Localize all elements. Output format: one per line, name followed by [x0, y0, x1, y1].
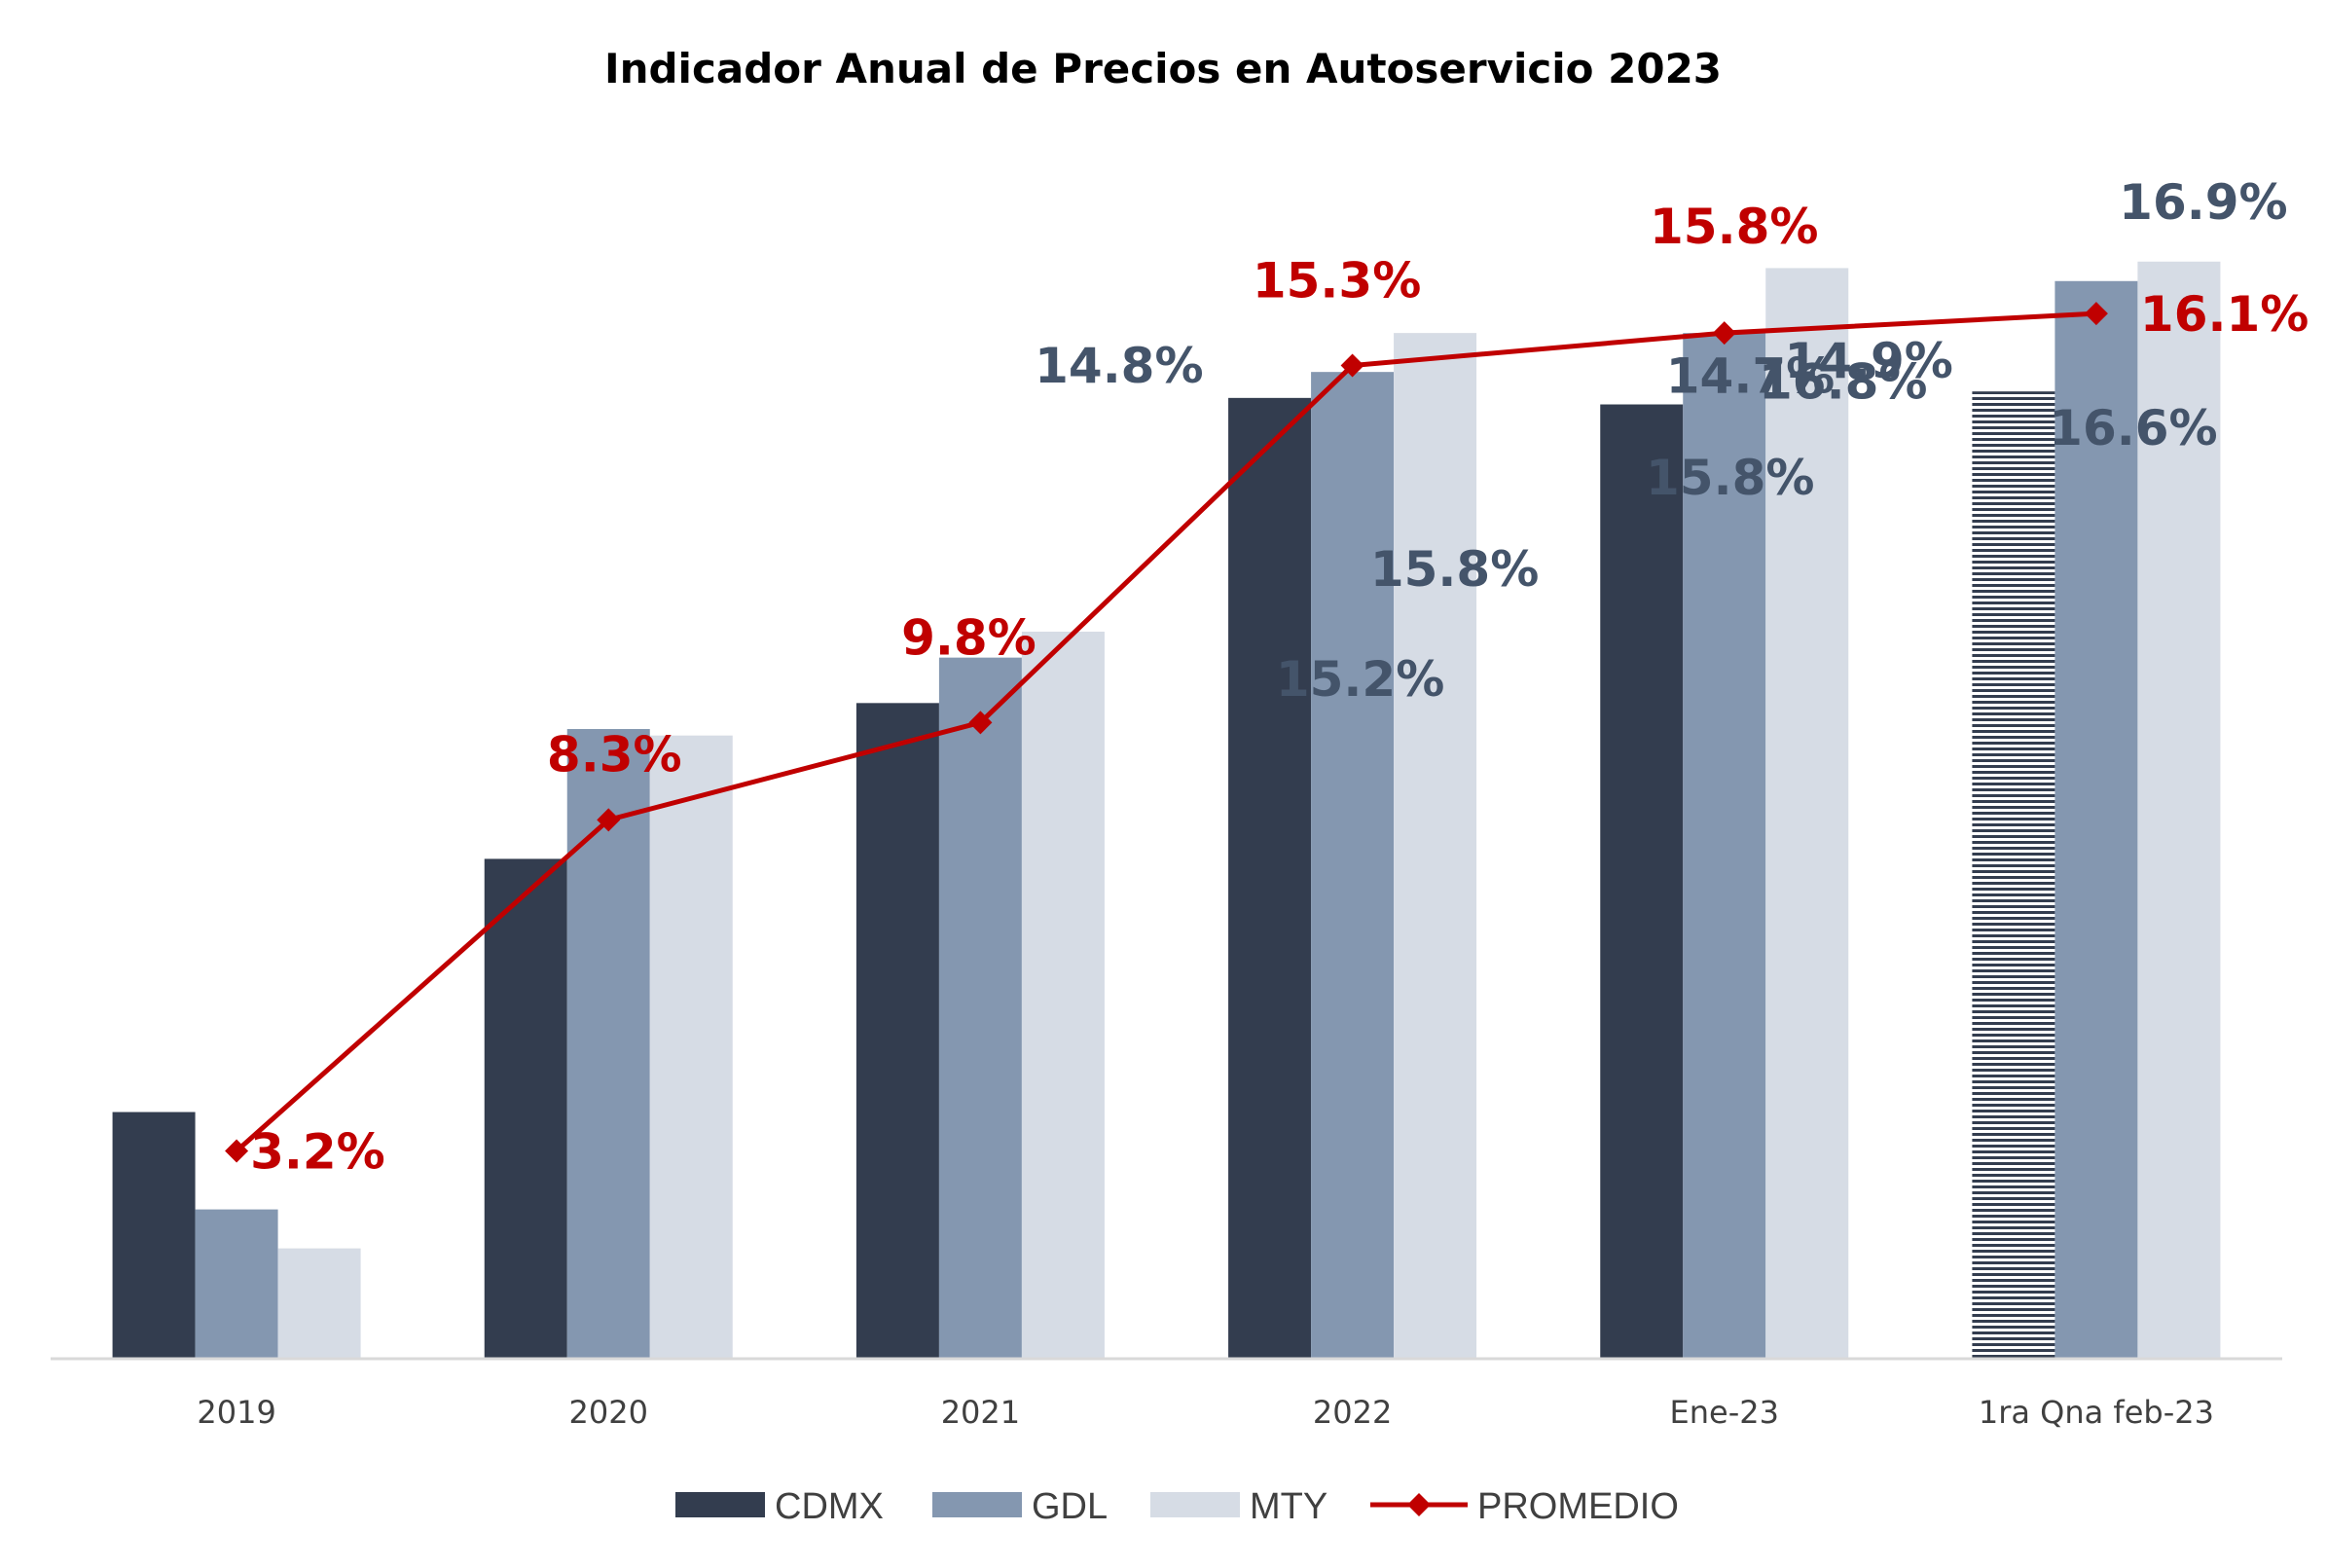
line-layer: [225, 302, 2108, 1163]
bar-mty-2022: [1394, 333, 1477, 1359]
bar-cdmx-2022: [1228, 397, 1312, 1360]
x-tick-2019: 2019: [197, 1394, 275, 1431]
legend-item-promedio: PROMEDIO: [1370, 1486, 1679, 1527]
bar-cdmx-2021: [855, 703, 939, 1359]
marker-promedio-2020: [597, 808, 621, 832]
bar-cdmx-2019: [112, 1112, 196, 1359]
bar-gdl-2022: [1311, 372, 1395, 1359]
bar-gdl-2021: [938, 657, 1022, 1359]
bar-cdmx-1ra-qna-feb-23: [1972, 391, 2055, 1359]
label-mty-2022: 15.8%: [1370, 541, 1539, 598]
label-cdmx-1ra-qna-feb-23: 14.9%: [1784, 333, 1952, 389]
bar-gdl-ene-23: [1683, 333, 1766, 1359]
bar-gdl-2019: [195, 1209, 278, 1359]
marker-promedio-2022: [1340, 353, 1364, 378]
x-tick-1ra-qna-feb-23: 1ra Qna feb-23: [1979, 1394, 2214, 1431]
legend-swatch-cdmx: [675, 1492, 765, 1517]
label-gdl-1ra-qna-feb-23: 16.6%: [2049, 400, 2217, 456]
legend-item-cdmx: CDMX: [675, 1486, 884, 1527]
marker-promedio-ene-23: [1712, 321, 1736, 346]
chart-title: Indicador Anual de Precios en Autoservic…: [604, 45, 1722, 92]
legend-item-gdl: GDL: [932, 1486, 1108, 1527]
legend-swatch-mty: [1150, 1492, 1240, 1517]
legend-marker-promedio: [1407, 1493, 1431, 1516]
label-mty-1ra-qna-feb-23: 16.9%: [2119, 174, 2287, 231]
legend-swatch-gdl: [932, 1492, 1022, 1517]
legend-label-promedio: PROMEDIO: [1477, 1486, 1679, 1527]
x-tick-2021: 2021: [941, 1394, 1020, 1431]
bar-gdl-1ra-qna-feb-23: [2054, 280, 2138, 1359]
legend: CDMX GDL MTY PROMEDIO: [675, 1486, 1679, 1527]
x-tick-2022: 2022: [1313, 1394, 1392, 1431]
legend-item-mty: MTY: [1150, 1486, 1327, 1527]
label-mty-ene-23: 16.8%: [1759, 353, 1927, 410]
bar-mty-2021: [1021, 631, 1105, 1359]
label-promedio-2022: 15.3%: [1253, 252, 1421, 309]
label-promedio-ene-23: 15.8%: [1650, 199, 1818, 255]
label-promedio-2020: 8.3%: [547, 726, 682, 783]
label-promedio-2021: 9.8%: [901, 609, 1036, 666]
line-promedio: [235, 310, 2097, 1153]
legend-label-cdmx: CDMX: [775, 1486, 884, 1527]
bar-mty-1ra-qna-feb-23: [2137, 261, 2221, 1359]
bars-layer: [112, 261, 2221, 1360]
legend-label-gdl: GDL: [1032, 1486, 1108, 1527]
label-gdl-2022: 15.2%: [1276, 651, 1444, 708]
x-tick-2020: 2020: [569, 1394, 648, 1431]
data-labels: 14.8% 14.7%14.9% 15.2% 15.8% 16.6% 15.8% 16.8%…: [250, 174, 2309, 1181]
label-promedio-1ra-qna-feb-23: 16.1%: [2140, 286, 2309, 343]
label-cdmx-2022: 14.8%: [1035, 338, 1203, 394]
label-cdmx-ene-23: 14.7%: [1666, 348, 1835, 405]
label-promedio-2019: 3.2%: [250, 1124, 385, 1181]
legend-label-mty: MTY: [1250, 1486, 1327, 1527]
x-tick-labels: 2019 2020 2021 2022 Ene-23 1ra Qna feb-23: [197, 1394, 2214, 1431]
marker-promedio-2021: [968, 711, 993, 735]
marker-promedio-1ra-qna-feb-23: [2084, 302, 2108, 326]
bar-gdl-2020: [566, 729, 650, 1359]
bar-cdmx-ene-23: [1600, 404, 1684, 1359]
bar-cdmx-2020: [484, 858, 567, 1359]
bar-mty-2019: [277, 1248, 361, 1359]
x-tick-ene-23: Ene-23: [1670, 1394, 1779, 1431]
bar-mty-2020: [649, 735, 733, 1359]
marker-promedio-2019: [225, 1139, 249, 1163]
label-gdl-ene-23: 15.8%: [1646, 450, 1814, 506]
bar-mty-ene-23: [1765, 268, 1849, 1360]
